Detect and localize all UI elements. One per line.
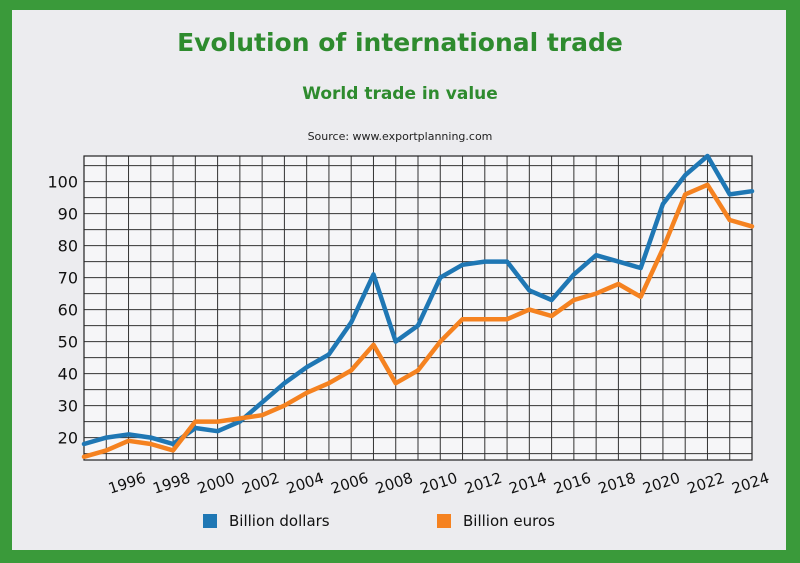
plot-border [83, 155, 753, 461]
legend-swatch-euros [437, 514, 451, 528]
legend-item-euros: Billion euros [437, 512, 555, 530]
series-line-euros [81, 182, 755, 460]
y-tick-label: 90 [58, 205, 78, 224]
x-tick-label: 2024 [730, 469, 772, 498]
y-tick-label: 70 [58, 269, 78, 288]
x-tick-label: 2006 [329, 469, 371, 498]
x-tick-label: 1996 [106, 469, 148, 498]
x-tick-label: 2004 [284, 469, 326, 498]
legend-item-dollars: Billion dollars [203, 512, 330, 530]
x-tick-label: 2016 [551, 469, 593, 498]
y-tick-label: 40 [58, 365, 78, 384]
x-tick-label: 2014 [507, 469, 549, 498]
y-tick-label: 100 [47, 173, 78, 192]
x-tick-label: 2018 [596, 469, 638, 498]
y-tick-label: 20 [58, 429, 78, 448]
chart-title: Evolution of international trade [177, 28, 623, 57]
legend-swatch-dollars [203, 514, 217, 528]
chart-source: Source: www.exportplanning.com [307, 130, 493, 143]
legend-label-dollars: Billion dollars [229, 512, 330, 530]
legend-label-euros: Billion euros [463, 512, 555, 530]
x-tick-label: 2000 [195, 469, 237, 498]
y-tick-label: 30 [58, 397, 78, 416]
series-line-dollars [81, 153, 755, 447]
y-tick-label: 50 [58, 333, 78, 352]
x-tick-label: 2012 [462, 469, 504, 498]
x-tick-label: 2020 [640, 469, 682, 498]
x-tick-label: 1998 [151, 469, 193, 498]
y-tick-label: 80 [58, 237, 78, 256]
x-tick-label: 2008 [373, 469, 415, 498]
x-tick-label: 2002 [240, 469, 282, 498]
x-tick-label: 2010 [418, 469, 460, 498]
y-tick-label: 60 [58, 301, 78, 320]
chart-subtitle: World trade in value [302, 84, 498, 104]
x-tick-label: 2022 [685, 469, 727, 498]
